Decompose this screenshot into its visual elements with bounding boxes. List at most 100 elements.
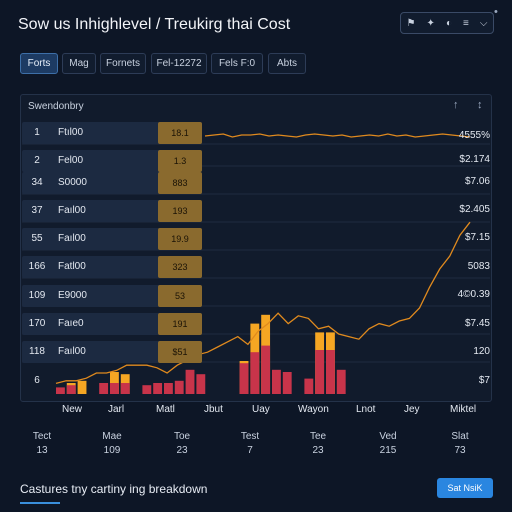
chart-bar [239, 363, 249, 394]
row-value-badge: 191 [158, 313, 202, 335]
trend-line [55, 221, 471, 385]
chart-bar [110, 383, 119, 394]
row-name: Fel00 [58, 155, 84, 166]
tab-fornets[interactable]: Fornets [100, 53, 146, 74]
summary-stat-value: 215 [379, 445, 397, 456]
row-value-badge: 53 [158, 285, 202, 307]
table-row[interactable] [22, 150, 202, 172]
table-row[interactable] [22, 313, 202, 335]
y-axis-value: $7 [478, 375, 490, 386]
row-index: 6 [34, 375, 40, 386]
y-axis-value: 120 [473, 346, 490, 357]
row-value-badge: 19.9 [158, 228, 202, 250]
chart-bar [315, 350, 325, 394]
chart-bar [142, 385, 152, 394]
table-row[interactable] [22, 341, 202, 363]
row-name: Faıl00 [58, 233, 86, 244]
table-row[interactable] [22, 122, 202, 144]
footer-action-button[interactable]: Sat NsiK [437, 478, 493, 498]
x-axis-label: Jarl [108, 404, 125, 415]
row-value-badge: 1.3 [158, 150, 202, 172]
theme-icon[interactable]: ◐ [445, 17, 452, 29]
notification-icon[interactable]: • [494, 6, 498, 18]
flag-icon[interactable]: ⚑ [406, 17, 416, 29]
tab-forts[interactable]: Forts [20, 53, 58, 74]
chart-bar [282, 372, 292, 394]
row-name: E9000 [58, 290, 87, 301]
summary-stat-value: 7 [247, 445, 253, 456]
summary-stat-label: Tee [309, 431, 327, 442]
expand-icon[interactable]: ↕ [477, 99, 483, 111]
table-row[interactable] [22, 285, 202, 307]
row-index: 37 [31, 205, 43, 216]
tab-abts[interactable]: Abts [268, 53, 306, 74]
row-index: 118 [29, 346, 45, 357]
panel-title: Swendonbry [28, 101, 84, 112]
x-axis-label: Jbut [204, 404, 223, 415]
x-axis-label: Jey [404, 404, 420, 415]
y-axis-value: $2.405 [459, 204, 490, 215]
sort-icon[interactable]: ↑ [453, 99, 459, 111]
row-index: 170 [28, 318, 46, 329]
summary-stat-label: Slat [451, 431, 469, 442]
chart-bar [304, 378, 314, 394]
row-name: Faıl00 [58, 205, 86, 216]
summary-stat-value: 23 [176, 445, 188, 456]
y-axis-value: $7.15 [464, 232, 490, 243]
summary-stat-label: Test [240, 431, 260, 442]
chart-bar [326, 350, 335, 394]
row-index: 166 [28, 261, 46, 272]
summary-stat-value: 73 [454, 445, 466, 456]
chart-bar [250, 352, 260, 394]
tab-fels[interactable]: Fels F:0 [211, 53, 263, 74]
chart-bar [272, 369, 281, 394]
chart-bar [174, 380, 184, 394]
chart-bar [164, 383, 173, 394]
x-axis-label: New [62, 404, 83, 415]
table-row[interactable] [22, 228, 202, 250]
chart-bar [185, 369, 195, 394]
summary-stat-label: Tect [32, 431, 52, 442]
row-name: Faıe0 [58, 318, 84, 329]
row-value-badge: $51 [158, 341, 202, 363]
y-axis-value: 4©0.39 [457, 289, 490, 300]
summary-stat-value: 13 [36, 445, 48, 456]
page-title: Sow us Inhighlevel / Treukirg thai Cost [18, 16, 291, 33]
row-name: S0000 [58, 177, 87, 188]
chart-bar [66, 385, 76, 394]
row-index: 34 [31, 177, 43, 188]
menu-icon[interactable]: ≡ [463, 17, 469, 29]
chart-bar [153, 383, 163, 394]
x-axis-label: Miktel [450, 404, 477, 415]
y-axis-value: 5083 [467, 261, 490, 272]
summary-stat-value: 23 [312, 445, 324, 456]
top-trend-line [204, 133, 471, 138]
chart-bar [196, 374, 206, 394]
chart-bar [261, 345, 271, 394]
summary-stat-label: Toe [173, 431, 191, 442]
summary-stat-label: Mae [102, 431, 122, 442]
spark-icon[interactable]: ✦ [426, 17, 435, 29]
title-controls[interactable]: ⚑ ✦ ◐ ≡ ⌵ [400, 12, 494, 34]
table-row[interactable] [22, 172, 202, 194]
row-index: 55 [31, 233, 43, 244]
row-index: 2 [34, 155, 40, 166]
x-axis-label: Matl [156, 404, 175, 415]
x-axis-label: Uay [252, 404, 270, 415]
chart-bar [56, 387, 65, 394]
table-row[interactable] [22, 256, 202, 278]
table-row[interactable] [22, 200, 202, 222]
y-axis-value: 4555% [458, 130, 490, 141]
y-axis-value: $2.174 [459, 154, 490, 165]
footer-underline [20, 502, 60, 504]
row-index: 109 [28, 290, 46, 301]
chart-bar [336, 369, 346, 394]
row-name: Faıl00 [58, 346, 86, 357]
tab-fel-12272[interactable]: Fel-12272 [151, 53, 207, 74]
row-value-badge: 193 [158, 200, 202, 222]
tab-mag[interactable]: Mag [62, 53, 96, 74]
x-axis-label: Wayon [298, 404, 329, 415]
chart-bar-high [77, 380, 87, 394]
option-icon[interactable]: ⌵ [479, 17, 488, 29]
